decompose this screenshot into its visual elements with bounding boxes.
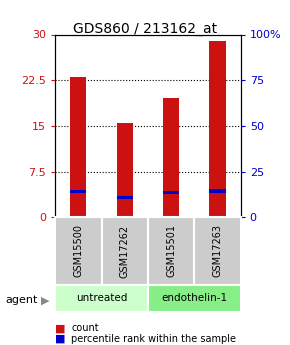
Bar bbox=[70, 77, 86, 217]
Text: ■: ■ bbox=[55, 334, 66, 344]
Bar bbox=[148, 217, 194, 285]
Bar bbox=[194, 217, 241, 285]
Text: GDS860 / 213162_at: GDS860 / 213162_at bbox=[73, 22, 217, 37]
Text: count: count bbox=[71, 324, 99, 333]
Text: endothelin-1: endothelin-1 bbox=[161, 294, 227, 303]
Text: GSM15500: GSM15500 bbox=[73, 225, 83, 277]
Bar bbox=[163, 99, 179, 217]
Text: agent: agent bbox=[6, 295, 38, 305]
Bar bbox=[209, 41, 226, 217]
Bar bbox=[55, 217, 102, 285]
Text: GSM17262: GSM17262 bbox=[120, 225, 130, 277]
Text: GSM15501: GSM15501 bbox=[166, 225, 176, 277]
Bar bbox=[102, 217, 148, 285]
Bar bbox=[148, 285, 241, 312]
Bar bbox=[70, 190, 86, 194]
Text: ■: ■ bbox=[55, 324, 66, 333]
Bar bbox=[55, 285, 148, 312]
Bar bbox=[163, 191, 179, 194]
Text: percentile rank within the sample: percentile rank within the sample bbox=[71, 334, 236, 344]
Bar bbox=[117, 123, 133, 217]
Bar bbox=[117, 196, 133, 199]
Text: GSM17263: GSM17263 bbox=[213, 225, 222, 277]
Text: untreated: untreated bbox=[76, 294, 127, 303]
Text: ▶: ▶ bbox=[41, 295, 49, 305]
Bar bbox=[209, 189, 226, 193]
